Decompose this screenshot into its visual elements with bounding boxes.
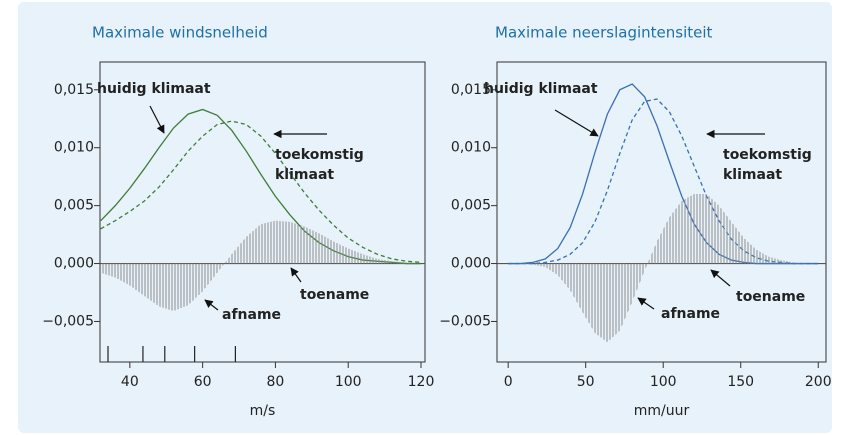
difference-area [508, 194, 819, 343]
difference-area [100, 220, 421, 312]
x-tick-label: 120 [408, 374, 435, 390]
y-tick-label: 0,015 [451, 82, 491, 98]
y-tick-label: 0,010 [451, 140, 491, 156]
annotation: toekomstig [275, 147, 364, 163]
y-tick-label: −0,005 [439, 313, 491, 329]
annotation: toename [736, 289, 805, 305]
panel-title: Maximale neerslagintensiteit [495, 24, 713, 42]
y-tick-label: 0,000 [54, 256, 94, 272]
annotation-arrow [637, 297, 655, 310]
annotation-arrow [710, 269, 731, 287]
x-axis-label: mm/uur [634, 403, 690, 419]
annotation: huidig klimaat [484, 81, 598, 97]
annotation: afname [222, 307, 281, 323]
x-tick-label: 150 [727, 374, 754, 390]
y-tick-label: 0,010 [54, 140, 94, 156]
annotation-arrow [204, 299, 219, 311]
future-curve [100, 120, 422, 264]
annotation-arrow [290, 267, 302, 283]
annotation: huidig klimaat [97, 81, 211, 97]
annotation: toename [300, 287, 369, 303]
annotation-arrow [149, 105, 165, 134]
x-tick-label: 100 [335, 374, 362, 390]
annotation-arrow [554, 109, 599, 137]
annotation: toekomstig [723, 147, 812, 163]
x-tick-label: 50 [577, 374, 595, 390]
y-tick-label: −0,005 [42, 313, 94, 329]
x-tick-label: 0 [504, 374, 513, 390]
plot-frame [99, 61, 426, 363]
x-tick-label: 200 [805, 374, 832, 390]
y-tick-label: 0,015 [54, 82, 94, 98]
y-tick-label: 0,005 [451, 198, 491, 214]
x-tick-label: 100 [650, 374, 677, 390]
panel-title: Maximale windsnelheid [92, 24, 268, 42]
x-tick-label: 60 [194, 374, 212, 390]
x-tick-label: 40 [121, 374, 139, 390]
annotation: klimaat [723, 167, 782, 183]
annotation: klimaat [275, 167, 334, 183]
y-tick-label: 0,000 [451, 256, 491, 272]
x-axis-label: m/s [250, 403, 276, 419]
plot-frame [496, 61, 827, 363]
x-tick-label: 80 [267, 374, 285, 390]
y-tick-label: 0,005 [54, 198, 94, 214]
annotation: afname [661, 306, 720, 322]
